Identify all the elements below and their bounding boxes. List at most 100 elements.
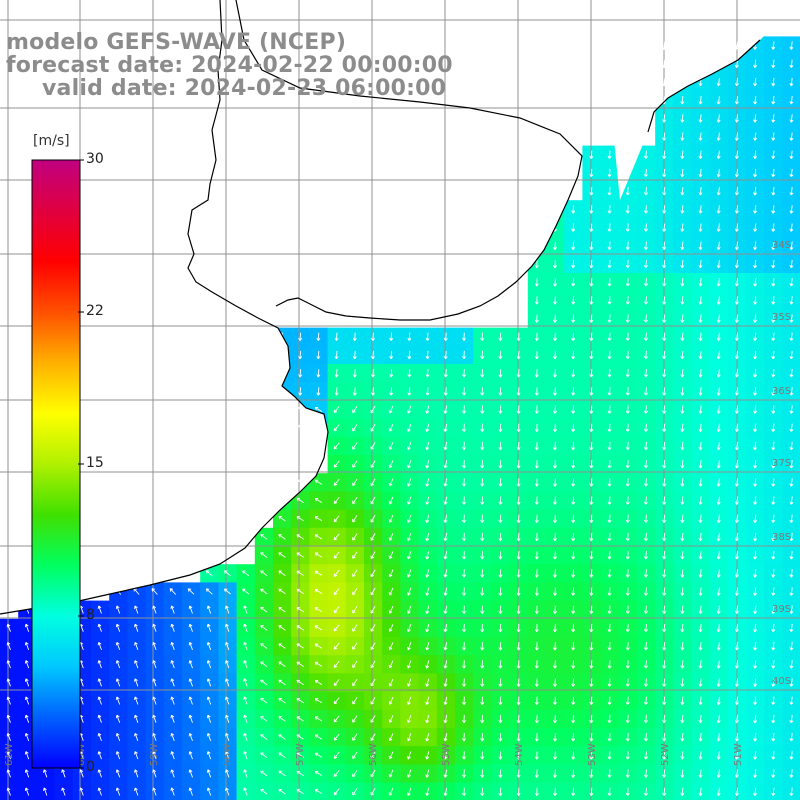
wind-arrow (334, 350, 339, 360)
wind-arrow (771, 41, 776, 50)
wind-arrow (516, 496, 521, 505)
wind-arrow (97, 787, 102, 796)
wind-arrow (589, 150, 594, 159)
wind-arrow (6, 769, 11, 778)
wind-arrow (188, 769, 193, 778)
wind-arrow (753, 205, 758, 214)
wind-arrow (753, 696, 758, 705)
wind-arrow (607, 314, 612, 323)
wind-arrow (407, 605, 412, 614)
wind-arrow (734, 405, 739, 414)
wind-arrow (680, 769, 685, 778)
wind-arrow (260, 679, 268, 686)
wind-arrow (296, 607, 304, 613)
wind-cell (254, 782, 274, 800)
wind-arrow (425, 751, 430, 760)
wind-arrow (534, 660, 539, 669)
wind-arrow (589, 623, 594, 633)
wind-arrow (789, 605, 794, 614)
wind-arrow (643, 423, 648, 432)
wind-arrow (462, 642, 466, 651)
wind-arrow (771, 59, 776, 68)
wind-arrow (170, 641, 175, 651)
wind-arrow (662, 751, 667, 760)
wind-arrow (789, 514, 794, 523)
wind-arrow (643, 259, 648, 269)
wind-arrow (571, 696, 576, 705)
wind-arrow (753, 769, 758, 778)
wind-arrow (462, 496, 466, 505)
wind-arrow (480, 642, 485, 651)
wind-arrow (698, 150, 703, 159)
wind-arrow (789, 587, 794, 596)
wind-arrow (625, 587, 630, 596)
wind-arrow (134, 678, 139, 687)
latitude-label: 37S (772, 458, 791, 469)
wind-arrow (643, 769, 648, 778)
wind-arrow (333, 478, 340, 486)
wind-arrow (352, 551, 358, 559)
wind-arrow (443, 623, 448, 633)
wind-arrow (534, 642, 539, 651)
wind-arrow (316, 332, 321, 341)
wind-arrow (115, 696, 121, 705)
wind-arrow (134, 732, 139, 742)
wind-arrow (680, 787, 685, 796)
wind-arrow (462, 387, 466, 396)
wind-arrow (662, 223, 667, 232)
wind-arrow (771, 496, 776, 505)
wind-arrow (716, 332, 721, 341)
wind-arrow (352, 697, 358, 705)
wind-arrow (314, 643, 323, 649)
coastline (0, 0, 761, 615)
land-northeast (600, 0, 800, 200)
wind-arrow (407, 769, 412, 778)
wind-arrow (716, 150, 721, 159)
wind-arrow (278, 552, 286, 558)
wind-arrow (480, 369, 485, 378)
wind-arrow (498, 423, 503, 432)
latitude-label: 40S (772, 676, 791, 687)
wind-arrow (534, 478, 539, 487)
longitude-label: 59W (149, 743, 160, 766)
wind-arrow (516, 623, 521, 633)
wind-arrow (680, 205, 685, 214)
wind-arrow (407, 460, 412, 469)
wind-arrow (662, 642, 667, 651)
wind-arrow (643, 314, 648, 323)
wind-arrow (480, 423, 485, 432)
wind-arrow (753, 369, 758, 378)
wind-arrow (498, 569, 503, 578)
wind-arrow (260, 788, 268, 795)
wind-arrow (698, 478, 703, 487)
wind-arrow (716, 587, 721, 596)
wind-arrow (352, 769, 358, 778)
wind-arrow (352, 533, 358, 541)
wind-arrow (205, 570, 213, 577)
wind-arrow (443, 460, 448, 469)
wind-arrow (314, 698, 323, 704)
wind-arrow (643, 223, 648, 232)
wind-arrow (296, 643, 304, 649)
wind-arrow (734, 241, 739, 250)
wind-arrow (662, 769, 667, 778)
wind-arrow (607, 569, 612, 578)
wind-arrow (498, 605, 503, 614)
wind-arrow (753, 441, 758, 451)
wind-arrow (771, 132, 776, 141)
wind-arrow (352, 624, 358, 632)
wind-arrow (789, 187, 794, 196)
wind-arrow (480, 660, 485, 669)
wind-arrow (607, 751, 612, 760)
wind-arrow (333, 679, 340, 687)
wind-arrow (753, 278, 758, 287)
wind-arrow (370, 423, 376, 432)
wind-arrow (516, 369, 521, 378)
wind-arrow (278, 570, 286, 576)
wind-arrow (6, 660, 11, 669)
wind-arrow (734, 278, 739, 287)
wind-arrow (388, 642, 394, 651)
wind-arrow (643, 714, 648, 724)
wind-arrow (643, 296, 648, 305)
wind-arrow (516, 660, 521, 669)
